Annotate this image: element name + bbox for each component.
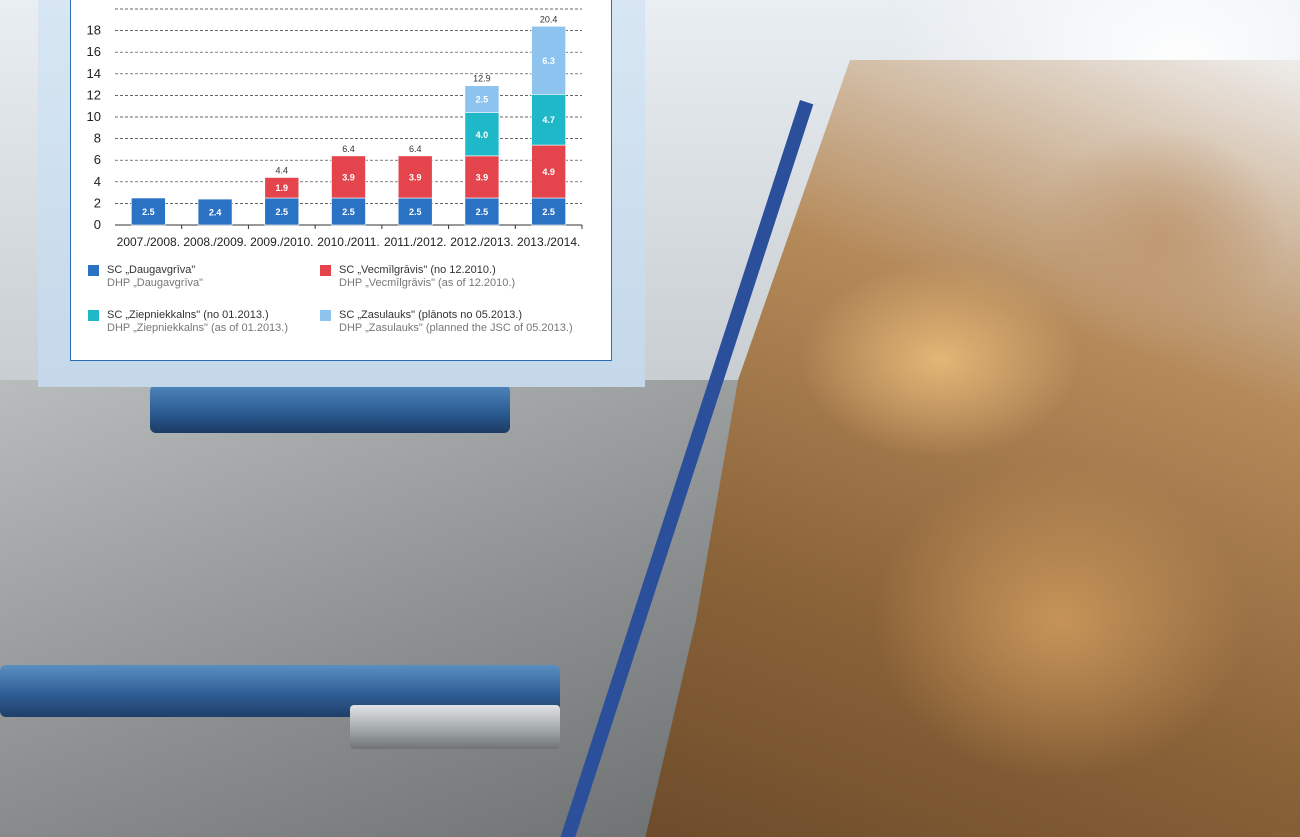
legend-swatch [88, 310, 99, 321]
total-value-label: 4.4 [276, 165, 289, 175]
total-value-label: 20.4 [540, 14, 558, 24]
y-tick-label: 6 [94, 152, 101, 167]
bar-segment [264, 177, 300, 199]
x-tick-label: 2008./2009. [183, 235, 246, 249]
y-tick-label: 2 [94, 195, 101, 210]
segment-value-label: 2.5 [542, 207, 555, 217]
bar-segment [397, 155, 433, 199]
legend-sublabel: DHP „Daugavgrīva" [107, 277, 204, 289]
bar-segment [397, 197, 433, 226]
y-tick-label: 14 [87, 66, 101, 81]
y-tick-label: 4 [94, 174, 101, 189]
y-tick-label: 12 [87, 87, 101, 102]
bar-segment [331, 197, 366, 226]
x-tick-label: 2013./2014. [517, 235, 580, 249]
legend-swatch [320, 310, 331, 321]
legend-label: SC „Vecmīlgrāvis" (no 12.2010.) [339, 264, 496, 276]
legend-label: SC „Zasulauks" (plānots no 05.2013.) [339, 309, 523, 321]
segment-value-label: 3.9 [409, 172, 422, 182]
legend-label: SC „Ziepniekkalns" (no 01.2013.) [107, 309, 269, 321]
legend-swatch [88, 265, 99, 276]
segment-value-label: 6.3 [542, 56, 555, 66]
segment-value-label: 4.9 [542, 167, 555, 177]
bar-segment [531, 197, 566, 226]
x-tick-label: 2011./2012. [384, 235, 447, 249]
bar-segment [131, 197, 166, 226]
y-tick-label: 18 [87, 23, 101, 38]
segment-value-label: 2.5 [142, 207, 155, 217]
piston-rod [350, 705, 560, 749]
y-tick-label: 16 [87, 44, 101, 59]
bar-segment [531, 94, 566, 146]
legend-sublabel: DHP „Zasulauks" (planned the JSC of 05.2… [339, 322, 573, 334]
concrete-floor [0, 380, 760, 837]
x-tick-label: 2007./2008. [117, 235, 180, 249]
x-tick-label: 2009./2010. [250, 235, 313, 249]
legend-label: SC „Daugavgrīva" [107, 264, 196, 276]
segment-value-label: 3.9 [342, 172, 355, 182]
segment-value-label: 1.9 [276, 183, 289, 193]
bar-segment [531, 144, 566, 199]
segment-value-label: 3.9 [476, 172, 489, 182]
segment-value-label: 4.0 [476, 130, 489, 140]
x-tick-label: 2012./2013. [450, 235, 513, 249]
total-value-label: 12.9 [473, 74, 491, 84]
segment-value-label: 2.4 [209, 208, 222, 218]
segment-value-label: 2.5 [409, 207, 422, 217]
total-value-label: 6.4 [342, 144, 355, 154]
y-tick-label: 8 [94, 131, 101, 146]
legend-sublabel: DHP „Ziepniekkalns" (as of 01.2013.) [107, 322, 289, 334]
bar-segment [464, 85, 500, 113]
legend-sublabel: DHP „Vecmīlgrāvis" (as of 12.2010.) [339, 277, 516, 289]
bar-segment [464, 112, 500, 157]
total-value-label: 6.4 [409, 144, 422, 154]
segment-value-label: 2.5 [276, 207, 289, 217]
bar-segment [331, 155, 366, 199]
bar-segment [531, 25, 566, 95]
legend-swatch [320, 265, 331, 276]
bar-segment [197, 198, 233, 226]
y-tick-label: 0 [94, 217, 101, 232]
segment-value-label: 4.7 [542, 115, 555, 125]
segment-value-label: 2.5 [476, 207, 489, 217]
rear-pipe [150, 385, 510, 433]
y-tick-label: 10 [87, 109, 101, 124]
x-tick-label: 2010./2011. [317, 235, 380, 249]
segment-value-label: 2.5 [476, 95, 489, 105]
segment-value-label: 2.5 [342, 207, 355, 217]
stacked-bar-chart: 0 2 4 6 8 10 12 14 16 18 2007./2008. 2.5 2008./2009.… [87, 8, 583, 249]
wood-chips [640, 60, 1300, 837]
